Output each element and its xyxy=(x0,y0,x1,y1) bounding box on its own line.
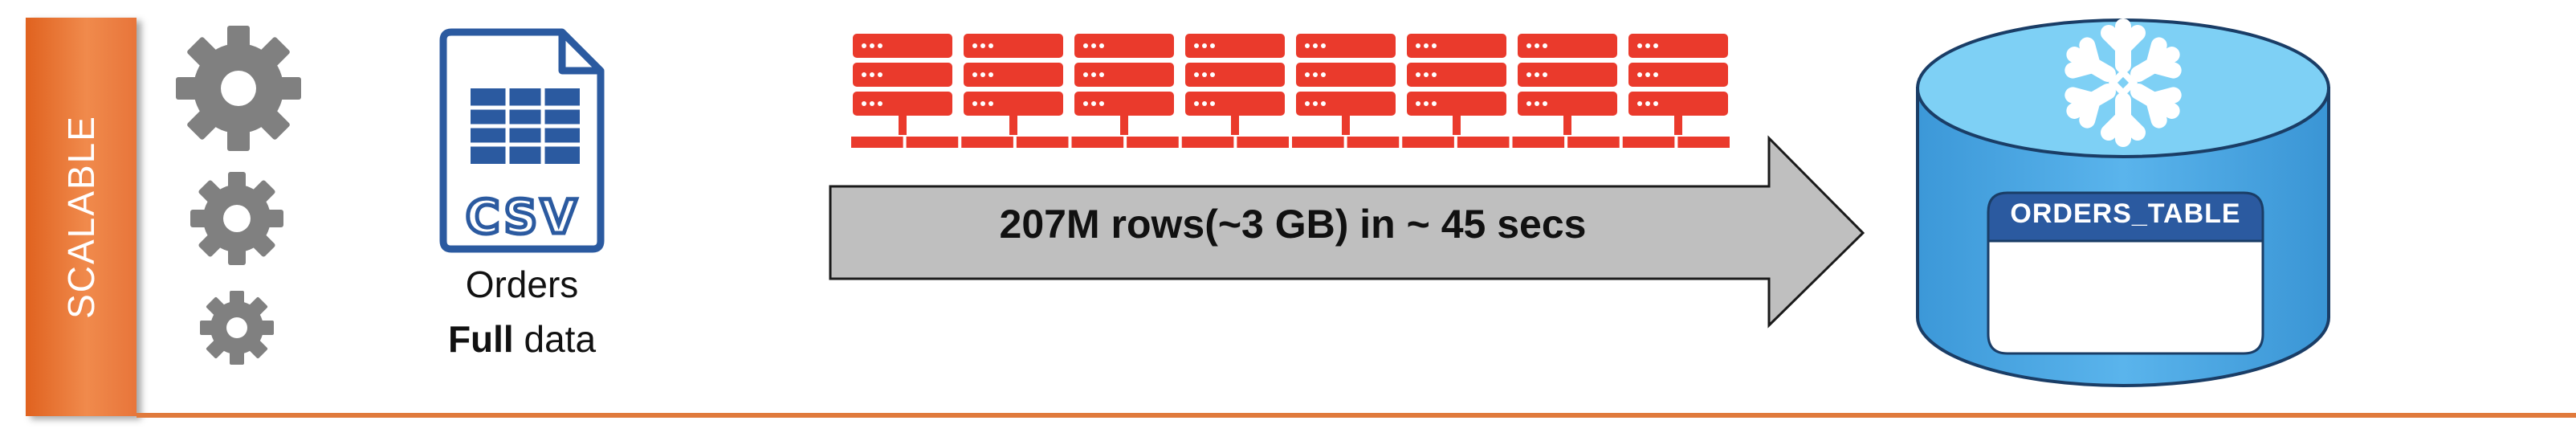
scalable-side-tab: SCALABLE xyxy=(26,18,137,416)
server-icon xyxy=(853,34,952,135)
orders-table-card xyxy=(1987,191,2264,355)
transfer-label: 207M rows(~3 GB) in ~ 45 secs xyxy=(999,202,1587,247)
server-icon xyxy=(1296,34,1396,135)
database-icon xyxy=(1916,18,2330,387)
bottom-divider xyxy=(137,413,2576,418)
gear-icon-medium xyxy=(190,172,283,265)
server-icon xyxy=(1074,34,1174,135)
source-caption-line1: Orders xyxy=(465,263,579,305)
source-caption-rest: data xyxy=(513,318,597,360)
gear-icon-large xyxy=(176,26,301,151)
table-name: ORDERS_TABLE xyxy=(2010,198,2241,229)
server-icon xyxy=(1407,34,1506,135)
csv-file-icon: CSV xyxy=(439,28,605,253)
server-group xyxy=(848,34,1733,148)
network-bar xyxy=(848,137,1733,148)
source-caption-bold: Full xyxy=(447,318,514,360)
server-icon xyxy=(1518,34,1617,135)
server-icon xyxy=(1628,34,1728,135)
server-icon xyxy=(1185,34,1285,135)
transfer-arrow xyxy=(829,135,1865,329)
server-icon xyxy=(964,34,1063,135)
gear-icon-small xyxy=(200,291,274,365)
csv-icon-text: CSV xyxy=(466,190,580,244)
source-caption-line2: Full data xyxy=(426,312,618,366)
source-caption: Orders Full data xyxy=(426,257,618,366)
snowflake-icon xyxy=(2064,18,2182,147)
